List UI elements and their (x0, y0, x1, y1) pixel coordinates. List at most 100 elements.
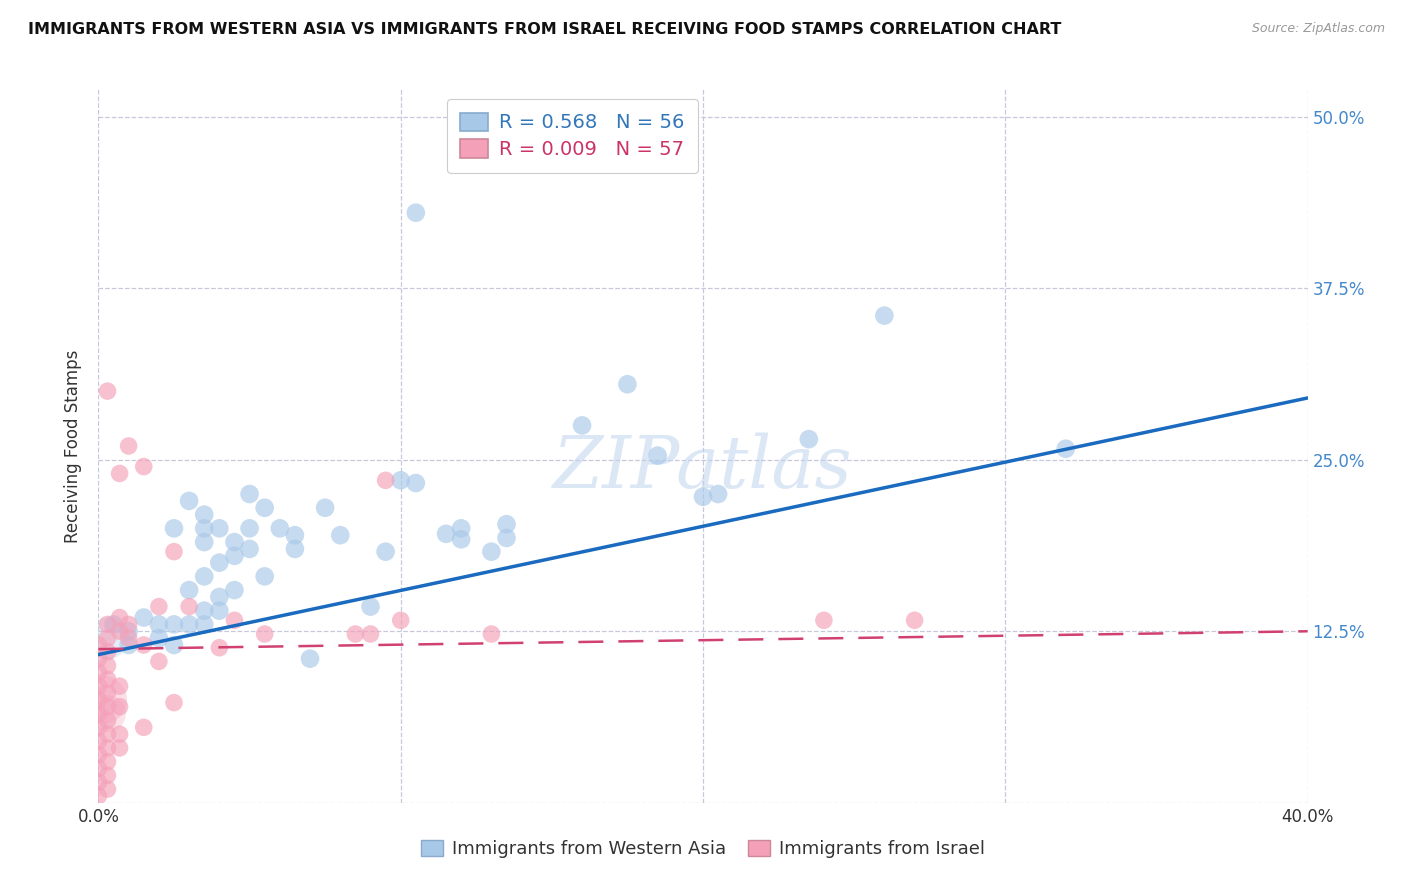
Point (495, 517, 517, 532)
Point (118, 439, 141, 453)
Point (87, 762, 110, 776)
Point (132, 459, 155, 474)
Point (193, 569, 215, 583)
Point (224, 549, 246, 563)
Point (148, 655, 170, 669)
Point (208, 640, 231, 655)
Point (108, 699, 131, 714)
Point (208, 604, 231, 618)
Point (873, 309, 896, 323)
Point (96, 727, 118, 741)
Point (314, 500, 336, 515)
Point (87, 638, 110, 652)
Point (108, 624, 131, 639)
Point (118, 624, 141, 639)
Point (374, 544, 396, 558)
Text: ZIPatlas: ZIPatlas (553, 432, 853, 503)
Point (118, 617, 141, 632)
Point (132, 610, 155, 624)
Point (87, 747, 110, 762)
Point (208, 556, 231, 570)
Point (163, 696, 186, 710)
Point (208, 521, 231, 535)
Point (647, 449, 669, 463)
Point (193, 508, 215, 522)
Point (96, 706, 118, 721)
Point (692, 490, 714, 504)
Point (108, 727, 131, 741)
Point (904, 613, 927, 627)
Point (616, 377, 638, 392)
Point (284, 541, 307, 556)
Point (163, 638, 186, 652)
Point (87, 789, 110, 803)
Point (193, 535, 215, 549)
Point (707, 487, 730, 501)
Point (481, 544, 503, 558)
Point (87, 734, 110, 748)
Text: Source: ZipAtlas.com: Source: ZipAtlas.com (1251, 22, 1385, 36)
Point (224, 535, 246, 549)
Point (148, 599, 170, 614)
Point (87, 679, 110, 693)
Point (179, 583, 201, 598)
Point (405, 476, 427, 491)
Point (253, 569, 276, 583)
Point (103, 617, 125, 632)
Point (87, 693, 110, 707)
Point (96, 631, 118, 645)
Point (360, 599, 382, 614)
Point (96, 631, 118, 645)
Point (96, 686, 118, 700)
Point (193, 521, 215, 535)
Legend: Immigrants from Western Asia, Immigrants from Israel: Immigrants from Western Asia, Immigrants… (415, 832, 991, 865)
Point (284, 528, 307, 542)
Text: IMMIGRANTS FROM WESTERN ASIA VS IMMIGRANTS FROM ISRAEL RECEIVING FOOD STAMPS COR: IMMIGRANTS FROM WESTERN ASIA VS IMMIGRAN… (28, 22, 1062, 37)
Point (239, 521, 262, 535)
Point (96, 768, 118, 782)
Point (163, 544, 186, 558)
Point (96, 755, 118, 769)
Point (108, 610, 131, 624)
Point (132, 720, 155, 734)
Point (96, 673, 118, 687)
Point (87, 720, 110, 734)
Point (96, 384, 118, 398)
Point (389, 613, 412, 627)
Point (87, 651, 110, 665)
Point (797, 432, 820, 446)
Point (132, 638, 155, 652)
Point (344, 627, 367, 641)
Point (329, 528, 352, 542)
Point (481, 627, 503, 641)
Point (148, 617, 170, 632)
Point (434, 526, 457, 541)
Point (224, 613, 246, 627)
Point (108, 679, 131, 693)
Point (96, 617, 118, 632)
Point (253, 500, 276, 515)
Point (405, 205, 427, 219)
Point (389, 473, 412, 487)
Point (179, 494, 201, 508)
Point (360, 627, 382, 641)
Point (118, 638, 141, 652)
Point (193, 604, 215, 618)
Point (91, 693, 114, 707)
Point (96, 645, 118, 659)
Y-axis label: Receiving Food Stamps: Receiving Food Stamps (65, 350, 83, 542)
Point (179, 599, 201, 614)
Point (813, 613, 835, 627)
Point (495, 531, 517, 545)
Point (108, 467, 131, 481)
Point (179, 617, 201, 632)
Point (253, 627, 276, 641)
Point (163, 521, 186, 535)
Point (96, 714, 118, 728)
Point (96, 782, 118, 797)
Point (269, 521, 291, 535)
Point (87, 775, 110, 789)
Point (96, 740, 118, 755)
Point (239, 487, 262, 501)
Point (193, 617, 215, 632)
